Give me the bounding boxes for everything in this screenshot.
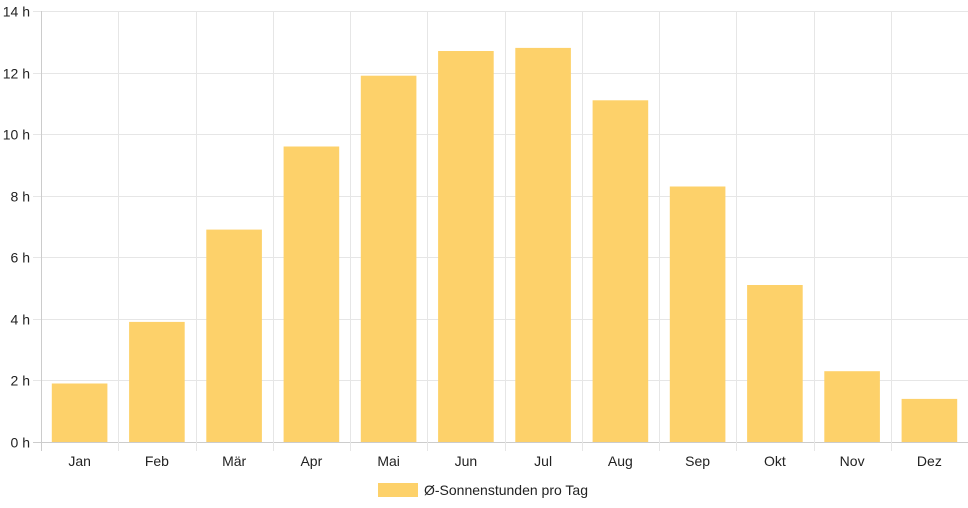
bar-jul[interactable] [515,47,571,443]
bars-group [51,47,958,443]
x-tick-label: Jun [455,453,478,469]
y-tick-label: 8 h [11,189,30,205]
bar-nov[interactable] [824,371,880,442]
bar-mär[interactable] [206,229,262,442]
bar-aug[interactable] [592,100,649,443]
y-tick-label: 4 h [11,312,30,328]
legend[interactable]: Ø-Sonnenstunden pro Tag [378,482,588,498]
x-tick-label: Aug [608,453,633,469]
x-tick-label: Okt [764,453,786,469]
bar-mai[interactable] [360,75,417,442]
legend-swatch[interactable] [378,483,418,497]
x-axis: Jan Feb Mär Apr Mai Jun Jul Aug Sep Okt Nov Dez [68,453,941,469]
bar-feb[interactable] [129,321,185,442]
x-tick-label: Nov [840,453,865,469]
x-tick-label: Jul [534,453,552,469]
bar-sep[interactable] [669,186,726,443]
grid-lines [33,11,968,451]
y-tick-label: 2 h [11,373,30,389]
x-tick-label: Feb [145,453,169,469]
x-tick-label: Dez [917,453,942,469]
y-tick-label: 10 h [3,127,30,143]
bar-okt[interactable] [747,285,803,442]
x-tick-label: Jan [68,453,91,469]
bar-dez[interactable] [901,398,958,442]
x-tick-label: Sep [685,453,710,469]
x-tick-label: Apr [300,453,322,469]
bar-jan[interactable] [51,383,108,443]
y-tick-label: 6 h [11,250,30,266]
x-tick-label: Mär [222,453,246,469]
bar-jun[interactable] [438,51,494,442]
y-tick-label: 14 h [3,4,30,20]
y-tick-label: 0 h [11,435,30,451]
legend-label[interactable]: Ø-Sonnenstunden pro Tag [424,482,588,498]
y-axis: 0 h 2 h 4 h 6 h 8 h 10 h 12 h 14 h [3,4,30,451]
x-tick-label: Mai [377,453,400,469]
y-tick-label: 12 h [3,66,30,82]
bar-apr[interactable] [283,146,340,443]
